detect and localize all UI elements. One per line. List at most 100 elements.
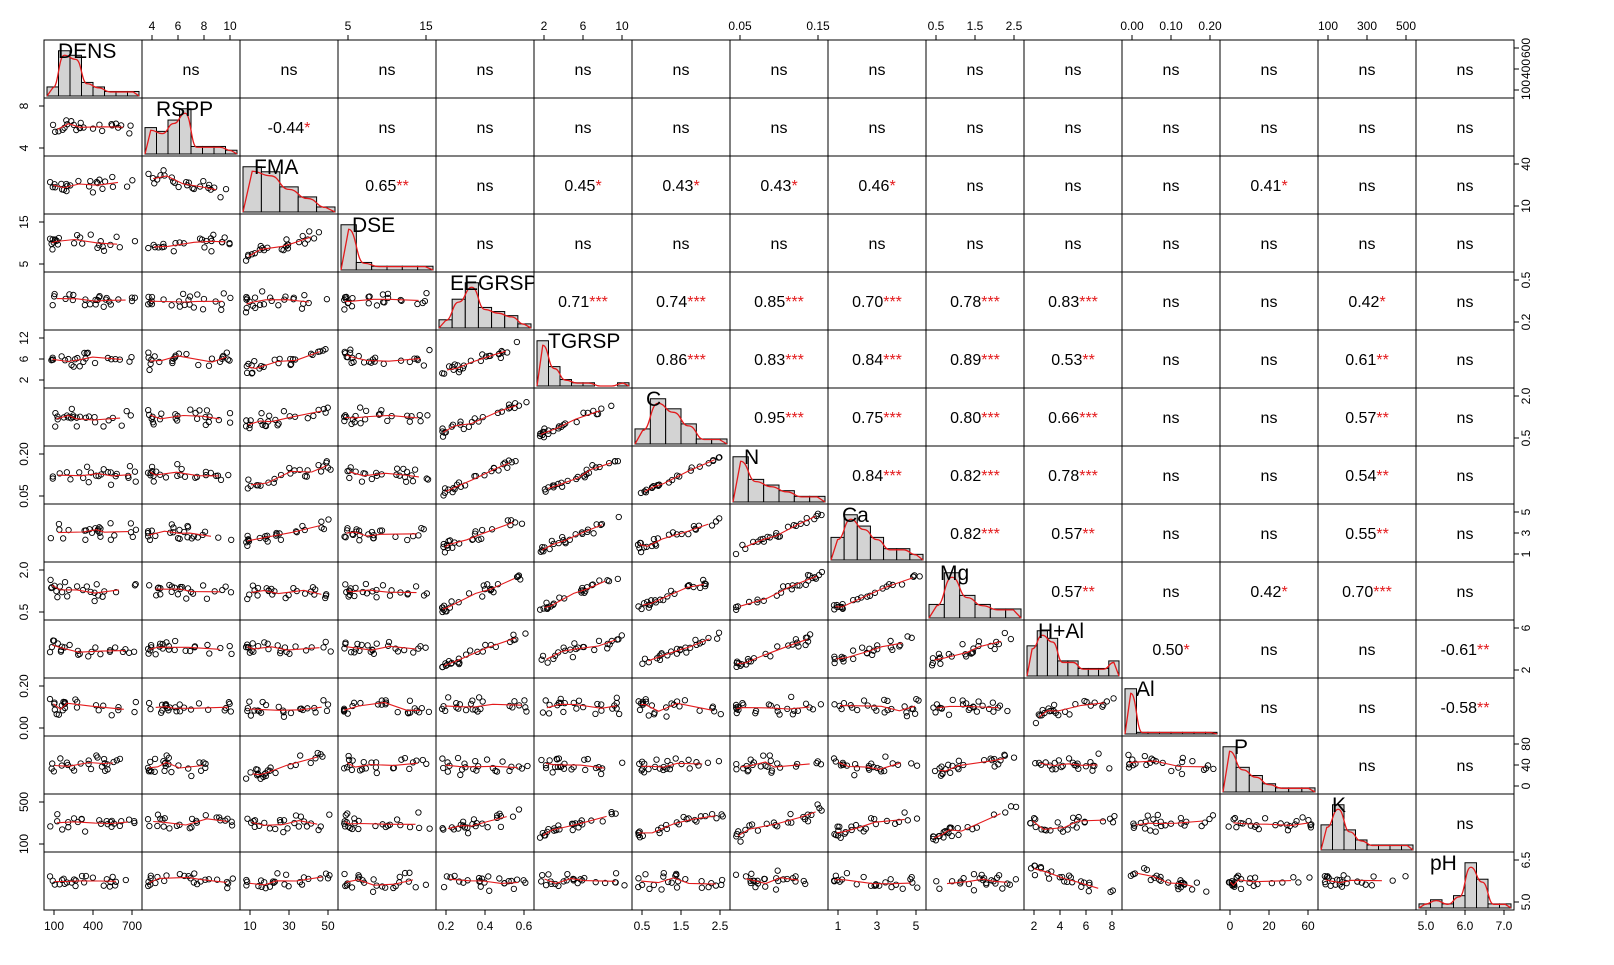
- cell-frame: [533, 97, 633, 157]
- scatter-point: [800, 877, 807, 885]
- scatter-point: [108, 712, 115, 719]
- scatter-point: [591, 646, 598, 654]
- scatter-point: [860, 873, 867, 881]
- scatter-point: [342, 640, 349, 648]
- scatter-point: [351, 815, 358, 822]
- ns-label: ns: [1163, 468, 1180, 485]
- cell-DSE-DENS: [43, 213, 143, 273]
- scatter-point: [105, 417, 112, 424]
- scatter-point: [497, 354, 504, 362]
- scatter-point: [663, 713, 670, 720]
- scatter-point: [684, 582, 691, 590]
- axis-tick-label: 0.05: [17, 484, 31, 508]
- smooth-line: [442, 404, 518, 433]
- scatter-point: [122, 876, 129, 884]
- scatter-point: [386, 592, 394, 599]
- scatter-point: [936, 654, 944, 661]
- scatter-point: [267, 764, 274, 771]
- scatter-point: [955, 831, 962, 839]
- scatter-point: [1261, 815, 1269, 822]
- scatter-point: [464, 830, 472, 837]
- axis-tick-label: 400: [1519, 59, 1533, 79]
- scatter-point: [599, 818, 606, 825]
- histogram-bar: [869, 536, 885, 561]
- scatter-point: [635, 831, 642, 839]
- scatter-point: [357, 404, 364, 411]
- scatter-point: [127, 529, 135, 536]
- scatter-point: [83, 463, 91, 470]
- cell-FMA-Mg: ns: [925, 155, 1025, 215]
- scatter-point: [225, 699, 233, 706]
- ns-label: ns: [1457, 178, 1474, 195]
- scatter-point: [477, 357, 485, 365]
- scatter-point: [1004, 707, 1011, 715]
- cell-P-C: [631, 735, 731, 795]
- cell-frame: [435, 677, 535, 737]
- cell-frame: [729, 39, 829, 99]
- cell-frame: [925, 155, 1025, 215]
- scatter-point: [987, 642, 994, 649]
- scatter-point: [222, 186, 230, 193]
- smooth-line: [251, 820, 318, 826]
- smooth-line: [53, 702, 124, 711]
- scatter-point: [85, 760, 92, 768]
- axis-tick-label: 500: [17, 792, 31, 812]
- smooth-line: [58, 529, 130, 534]
- scatter-point: [685, 756, 692, 763]
- scatter-point: [345, 752, 352, 760]
- scatter-point: [123, 183, 131, 190]
- cell-H+Al-P: ns: [1219, 619, 1319, 679]
- smooth-line: [838, 761, 902, 770]
- ns-label: ns: [575, 62, 592, 79]
- scatter-point: [251, 250, 258, 257]
- cell-Mg-H+Al: 0.57**: [1023, 561, 1123, 621]
- scatter-point: [262, 885, 269, 892]
- scatter-point: [71, 356, 79, 363]
- cell-DSE-Al: ns: [1121, 213, 1221, 273]
- cell-frame: [1121, 503, 1221, 563]
- cell-H+Al-H+Al: H+Al: [1023, 619, 1123, 679]
- scatter-point: [602, 879, 609, 887]
- scatter-point: [155, 244, 162, 251]
- scatter-point: [196, 759, 203, 766]
- scatter-point: [115, 706, 122, 714]
- scatter-point: [281, 644, 289, 651]
- cell-frame: [1023, 271, 1123, 331]
- scatter-point: [266, 825, 274, 832]
- scatter-point: [916, 573, 923, 580]
- smooth-line: [740, 761, 810, 768]
- scatter-point: [96, 121, 103, 128]
- scatter-point: [396, 472, 403, 479]
- scatter-point: [561, 538, 569, 546]
- smooth-line: [56, 414, 121, 421]
- scatter-point: [168, 521, 175, 528]
- scatter-point: [51, 128, 59, 135]
- scatter-point: [151, 180, 158, 187]
- scatter-point: [1002, 809, 1009, 816]
- cell-frame: [631, 39, 731, 99]
- cell-K-pH: ns: [1415, 793, 1515, 853]
- scatter-point: [76, 363, 83, 370]
- scatter-point: [479, 698, 486, 705]
- scatter-point: [733, 663, 740, 671]
- scatter-point: [67, 476, 74, 483]
- scatter-point: [691, 816, 698, 824]
- scatter-point: [424, 412, 431, 419]
- scatter-point: [752, 710, 759, 717]
- scatter-point: [970, 887, 978, 894]
- scatter-point: [656, 656, 664, 664]
- smooth-line: [344, 298, 419, 302]
- smooth-line: [56, 821, 128, 825]
- scatter-point: [360, 758, 367, 766]
- scatter-point: [225, 471, 232, 479]
- ns-label: ns: [771, 62, 788, 79]
- cell-frame: [631, 271, 731, 331]
- scatter-point: [948, 878, 956, 885]
- scatter-point: [68, 879, 75, 886]
- scatter-point: [243, 882, 250, 889]
- ns-label: ns: [1163, 294, 1180, 311]
- scatter-point: [249, 302, 257, 309]
- scatter-point: [1065, 872, 1073, 879]
- scatter-point: [96, 292, 103, 300]
- smooth-line: [1040, 762, 1098, 767]
